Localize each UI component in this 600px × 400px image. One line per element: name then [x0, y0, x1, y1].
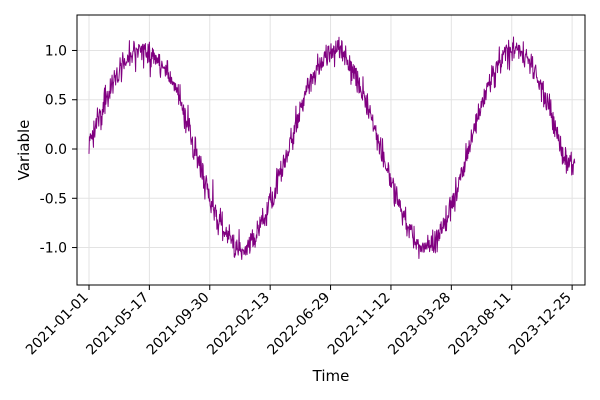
x-tick-label: 2023-08-11 — [446, 290, 515, 359]
y-tick-label: 0.5 — [45, 93, 67, 109]
y-tick-label: -0.5 — [40, 191, 67, 207]
x-tick-label: 2022-06-29 — [265, 290, 334, 359]
x-tick-label: 2023-12-25 — [506, 290, 575, 359]
y-tick-label: 0.0 — [45, 142, 67, 158]
x-tick-label: 2021-01-01 — [23, 290, 92, 359]
x-tick-label: 2021-05-17 — [83, 290, 152, 359]
series-layer — [88, 36, 576, 260]
y-axis-title: Variable — [15, 120, 33, 181]
x-tick-label: 2021-09-30 — [144, 290, 213, 359]
x-tick-label: 2022-02-13 — [204, 290, 273, 359]
series-line — [88, 36, 576, 260]
x-tick-label: 2022-11-12 — [325, 290, 394, 359]
y-tick-label: 1.0 — [45, 43, 67, 59]
x-axis-title: Time — [312, 367, 350, 385]
x-tick-label: 2023-03-28 — [385, 290, 454, 359]
y-tick-label: -1.0 — [40, 241, 67, 257]
